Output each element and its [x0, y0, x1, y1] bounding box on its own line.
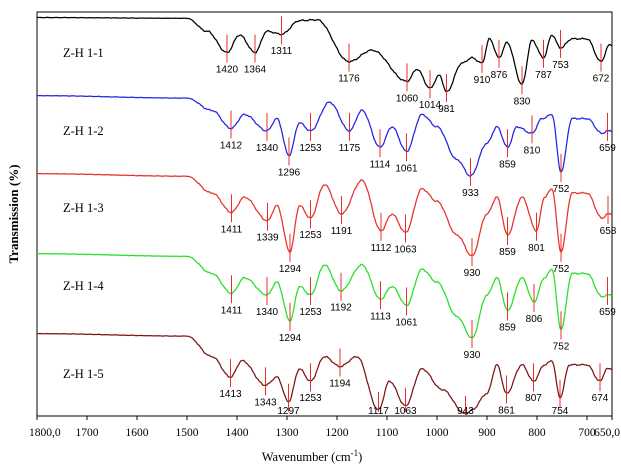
peak-label-4-806: 806 — [526, 314, 543, 325]
peak-label-2-1061: 1061 — [395, 163, 418, 174]
peak-label-5-754: 754 — [552, 406, 569, 417]
peak-label-5-674: 674 — [592, 393, 609, 404]
peak-label-4-1192: 1192 — [330, 303, 352, 314]
peak-label-2-1114: 1114 — [370, 159, 391, 170]
x-tick-label-1100: 1100 — [376, 427, 399, 439]
peak-label-5-1194: 1194 — [329, 378, 351, 389]
peak-label-4-752: 752 — [553, 341, 570, 352]
peak-label-1-910: 910 — [474, 75, 491, 86]
peak-label-2-859: 859 — [499, 159, 516, 170]
peak-label-2-810: 810 — [524, 145, 541, 156]
series-name-1: Z-H 1-1 — [63, 46, 104, 60]
peak-label-2-1340: 1340 — [256, 143, 279, 154]
peak-label-2-1253: 1253 — [299, 143, 322, 154]
peak-label-3-1339: 1339 — [256, 233, 279, 244]
peak-label-3-752: 752 — [553, 264, 570, 275]
spectrum-line-5 — [37, 332, 613, 415]
peak-label-3-1411: 1411 — [221, 224, 243, 235]
x-tick-label-800: 800 — [528, 427, 546, 439]
peak-label-2-1412: 1412 — [220, 140, 243, 151]
peak-label-4-930: 930 — [464, 350, 481, 361]
peak-label-2-752: 752 — [553, 184, 570, 195]
peak-label-4-1411: 1411 — [221, 305, 243, 316]
x-tick-label-1400: 1400 — [226, 427, 249, 439]
peak-label-4-1294: 1294 — [279, 333, 302, 344]
peak-label-1-672: 672 — [593, 74, 610, 85]
x-tick-label-1600: 1600 — [126, 427, 149, 439]
spectrum-line-3 — [37, 172, 613, 257]
x-axis: 1800,0 1700 1600 1500 1400 1300 1200 1100 1000 90… — [29, 416, 620, 439]
series-names: Z-H 1-1 Z-H 1-2 Z-H 1-3 Z-H 1-4 Z-H 1-5 — [63, 46, 104, 381]
peak-label-1-1060: 1060 — [396, 93, 419, 104]
x-tick-label-700: 700 — [578, 427, 596, 439]
x-tick-label-1700: 1700 — [76, 427, 99, 439]
series-name-5: Z-H 1-5 — [63, 367, 104, 381]
spectra-traces — [36, 16, 613, 415]
peak-label-5-1343: 1343 — [254, 397, 277, 408]
peak-label-3-1191: 1191 — [331, 226, 353, 237]
peak-label-2-1296: 1296 — [278, 168, 301, 179]
peak-label-4-1340: 1340 — [256, 307, 279, 318]
peak-label-4-1253: 1253 — [299, 307, 322, 318]
peak-label-2-1175: 1175 — [339, 143, 361, 154]
peak-label-4-659: 659 — [599, 307, 616, 318]
plot-frame — [36, 11, 613, 417]
peak-label-3-859: 859 — [499, 247, 516, 258]
peak-label-1-1311: 1311 — [271, 46, 293, 57]
spectrum-line-2 — [37, 94, 613, 177]
y-axis-label: Transmission (%) — [6, 164, 21, 263]
x-tick-label-1000: 1000 — [426, 427, 449, 439]
peak-label-1-1176: 1176 — [338, 74, 360, 85]
peak-label-2-659: 659 — [599, 143, 616, 154]
series-name-2: Z-H 1-2 — [63, 124, 104, 138]
peak-label-3-1294: 1294 — [279, 264, 302, 275]
peak-label-4-859: 859 — [499, 322, 516, 333]
peak-label-5-1063: 1063 — [394, 406, 417, 417]
x-axis-label-unit-sup: -1 — [351, 448, 359, 458]
peak-label-1-830: 830 — [514, 96, 531, 107]
spectrum-line-4 — [36, 252, 613, 339]
peak-label-1-787: 787 — [535, 70, 552, 81]
spectrum-line-1 — [36, 16, 613, 93]
peak-label-4-1061: 1061 — [395, 317, 418, 328]
peak-label-3-1112: 1112 — [371, 243, 392, 254]
x-tick-label-900: 900 — [478, 427, 496, 439]
x-tick-label-650,0: 650,0 — [594, 427, 620, 439]
peak-label-2-933: 933 — [462, 188, 479, 199]
x-tick-label-1200: 1200 — [326, 427, 349, 439]
peak-label-5-1117: 1117 — [368, 406, 389, 417]
peak-label-3-801: 801 — [528, 243, 545, 254]
series-name-3: Z-H 1-3 — [63, 201, 104, 215]
peak-label-1-1014: 1014 — [419, 100, 442, 111]
peak-label-5-1413: 1413 — [219, 389, 242, 400]
series-name-4: Z-H 1-4 — [63, 279, 104, 293]
peak-label-1-876: 876 — [491, 70, 508, 81]
peak-label-3-1253: 1253 — [299, 230, 322, 241]
peak-label-1-981: 981 — [438, 104, 455, 115]
peak-label-1-753: 753 — [552, 60, 569, 71]
peak-label-5-1253: 1253 — [299, 393, 322, 404]
x-axis-label: Wavenumber (cm-1) — [262, 448, 363, 464]
peak-label-5-943: 943 — [457, 406, 474, 417]
peak-label-1-1420: 1420 — [216, 64, 239, 75]
x-axis-label-close: ) — [358, 450, 362, 464]
peak-label-4-1113: 1113 — [370, 311, 391, 322]
peak-label-3-1063: 1063 — [394, 244, 417, 255]
x-tick-label-1500: 1500 — [176, 427, 199, 439]
peak-label-5-861: 861 — [498, 406, 515, 417]
x-axis-label-main: Wavenumber (cm — [262, 450, 351, 464]
peak-label-3-658: 658 — [600, 226, 617, 237]
peak-label-5-1297: 1297 — [277, 406, 300, 417]
peak-label-5-807: 807 — [525, 393, 542, 404]
x-tick-label-1800,0: 1800,0 — [29, 427, 61, 439]
peak-label-1-1364: 1364 — [244, 64, 267, 75]
peak-label-3-930: 930 — [464, 268, 481, 279]
x-tick-label-1300: 1300 — [276, 427, 299, 439]
